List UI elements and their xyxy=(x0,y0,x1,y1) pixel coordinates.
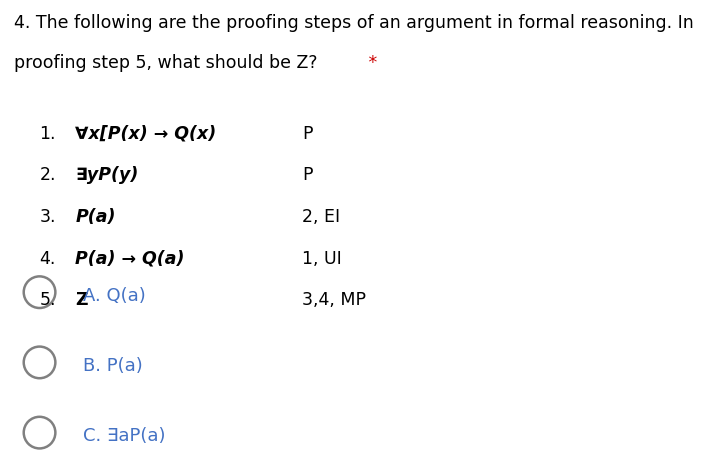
Text: 2, EI: 2, EI xyxy=(302,208,340,226)
Text: P: P xyxy=(302,125,313,143)
Text: C. ∃aP(a): C. ∃aP(a) xyxy=(83,427,165,445)
Text: 3.: 3. xyxy=(40,208,56,226)
Text: 3,4, MP: 3,4, MP xyxy=(302,291,366,309)
Text: P(a): P(a) xyxy=(75,208,116,226)
Text: ∃yP(y): ∃yP(y) xyxy=(75,166,139,184)
Text: *: * xyxy=(363,54,377,72)
Text: P: P xyxy=(302,166,313,184)
Text: 4.: 4. xyxy=(40,250,56,268)
Text: 5.: 5. xyxy=(40,291,56,309)
Text: 1.: 1. xyxy=(40,125,56,143)
Text: proofing step 5, what should be Z?: proofing step 5, what should be Z? xyxy=(14,54,318,72)
Text: B. P(a): B. P(a) xyxy=(83,357,142,375)
Text: ∀x[P(x) → Q(x): ∀x[P(x) → Q(x) xyxy=(75,125,216,143)
Text: 1, UI: 1, UI xyxy=(302,250,342,268)
Text: Z: Z xyxy=(75,291,88,309)
Text: A. Q(a): A. Q(a) xyxy=(83,287,145,305)
Text: P(a) → Q(a): P(a) → Q(a) xyxy=(75,250,185,268)
Text: 2.: 2. xyxy=(40,166,56,184)
Text: 4. The following are the proofing steps of an argument in formal reasoning. In: 4. The following are the proofing steps … xyxy=(14,14,694,32)
